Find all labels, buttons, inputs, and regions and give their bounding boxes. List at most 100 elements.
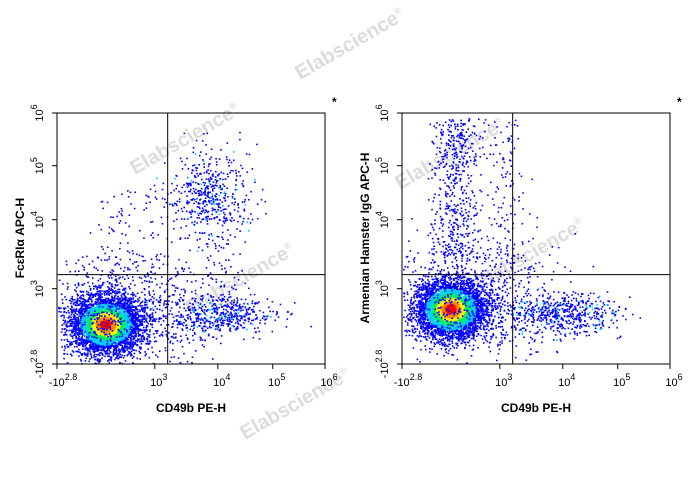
scatter-point bbox=[117, 304, 119, 306]
scatter-point bbox=[104, 352, 107, 355]
scatter-point bbox=[176, 287, 179, 289]
scatter-point bbox=[110, 323, 113, 325]
scatter-point bbox=[154, 305, 157, 308]
scatter-point bbox=[124, 300, 126, 302]
scatter-point bbox=[96, 301, 98, 303]
scatter-point bbox=[103, 281, 105, 284]
scatter-point bbox=[125, 299, 127, 301]
scatter-point bbox=[195, 317, 197, 319]
scatter-point bbox=[123, 297, 126, 300]
scatter-point bbox=[82, 344, 84, 346]
scatter-point bbox=[75, 337, 77, 340]
scatter-point bbox=[70, 310, 73, 313]
scatter-point bbox=[115, 312, 118, 314]
scatter-point bbox=[114, 315, 117, 318]
scatter-point bbox=[106, 328, 108, 331]
scatter-point bbox=[133, 352, 136, 355]
scatter-point bbox=[68, 315, 71, 317]
scatter-point bbox=[102, 338, 105, 340]
scatter-point bbox=[117, 312, 120, 315]
scatter-point bbox=[111, 298, 114, 300]
scatter-point bbox=[88, 360, 90, 363]
scatter-point bbox=[146, 325, 149, 328]
scatter-point bbox=[101, 333, 104, 336]
scatter-point bbox=[130, 300, 132, 303]
scatter-point bbox=[76, 293, 78, 295]
scatter-point bbox=[74, 316, 77, 319]
scatter-point bbox=[118, 307, 120, 310]
scatter-point bbox=[65, 263, 68, 266]
scatter-point bbox=[84, 335, 87, 338]
scatter-point bbox=[80, 307, 82, 310]
scatter-point bbox=[77, 319, 80, 321]
scatter-point bbox=[110, 325, 113, 328]
scatter-point bbox=[111, 295, 113, 298]
scatter-point bbox=[74, 270, 77, 273]
scatter-point bbox=[213, 261, 215, 264]
scatter-point bbox=[129, 297, 132, 299]
scatter-point bbox=[92, 295, 94, 297]
scatter-point bbox=[73, 299, 76, 301]
scatter-point bbox=[74, 321, 76, 323]
scatter-point bbox=[106, 350, 108, 353]
scatter-point bbox=[79, 332, 81, 335]
scatter-point bbox=[125, 325, 127, 327]
scatter-point bbox=[107, 301, 109, 303]
scatter-point bbox=[109, 304, 111, 306]
scatter-point bbox=[99, 343, 102, 346]
scatter-point bbox=[83, 342, 85, 345]
scatter-point bbox=[144, 331, 146, 333]
scatter-point bbox=[75, 302, 78, 304]
scatter-point bbox=[124, 323, 126, 325]
scatter-point bbox=[103, 331, 105, 334]
scatter-point bbox=[171, 294, 174, 296]
scatter-point bbox=[80, 328, 82, 331]
scatter-point bbox=[108, 294, 111, 296]
scatter-point bbox=[93, 336, 95, 339]
scatter-point bbox=[148, 317, 151, 319]
scatter-point bbox=[132, 337, 135, 339]
scatter-point bbox=[127, 339, 129, 341]
scatter-point bbox=[124, 346, 127, 349]
scatter-point bbox=[97, 321, 100, 323]
scatter-point bbox=[99, 354, 101, 357]
scatter-point bbox=[132, 338, 135, 340]
scatter-point bbox=[81, 256, 84, 258]
scatter-point bbox=[163, 300, 166, 302]
scatter-point bbox=[92, 296, 94, 298]
scatter-point bbox=[143, 311, 146, 314]
scatter-point bbox=[119, 310, 122, 312]
scatter-point bbox=[192, 339, 195, 341]
scatter-point bbox=[90, 292, 93, 294]
scatter-point bbox=[127, 242, 129, 244]
scatter-point bbox=[116, 292, 119, 295]
scatter-point bbox=[158, 350, 161, 352]
scatter-point bbox=[148, 290, 150, 293]
scatter-point bbox=[159, 253, 162, 255]
scatter-point bbox=[160, 333, 163, 336]
scatter-point bbox=[159, 299, 162, 301]
scatter-point bbox=[81, 329, 83, 332]
scatter-point bbox=[144, 354, 147, 357]
scatter-point bbox=[141, 340, 143, 343]
scatter-point bbox=[117, 324, 119, 327]
scatter-point bbox=[78, 329, 80, 332]
scatter-point bbox=[94, 340, 97, 342]
scatter-point bbox=[80, 317, 83, 319]
scatter-point bbox=[108, 329, 111, 331]
scatter-point bbox=[119, 342, 122, 344]
scatter-point bbox=[153, 340, 156, 343]
scatter-point bbox=[90, 303, 92, 306]
scatter-point bbox=[65, 324, 67, 327]
scatter-point bbox=[154, 311, 157, 314]
scatter-point bbox=[106, 259, 108, 261]
scatter-point bbox=[165, 317, 167, 320]
scatter-point bbox=[88, 310, 90, 313]
scatter-point bbox=[113, 313, 115, 315]
scatter-point bbox=[125, 304, 127, 307]
scatter-point bbox=[80, 297, 82, 300]
scatter-point bbox=[113, 333, 116, 336]
scatter-point bbox=[133, 349, 135, 351]
scatter-point bbox=[82, 297, 85, 300]
scatter-point bbox=[118, 291, 121, 293]
